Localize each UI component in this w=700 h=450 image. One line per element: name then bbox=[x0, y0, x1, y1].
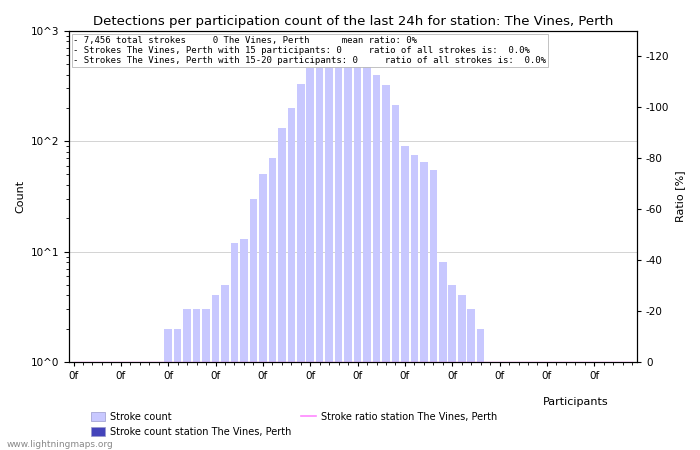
Bar bbox=[363, 66, 371, 450]
Bar bbox=[411, 155, 418, 450]
Bar bbox=[572, 362, 579, 450]
Bar bbox=[240, 239, 248, 450]
Bar bbox=[108, 362, 116, 450]
Bar bbox=[449, 285, 456, 450]
Bar bbox=[335, 49, 342, 450]
Bar bbox=[562, 362, 570, 450]
Bar bbox=[619, 362, 626, 450]
Bar bbox=[514, 362, 522, 450]
Bar bbox=[581, 362, 589, 450]
Bar bbox=[344, 54, 352, 450]
Bar bbox=[505, 362, 513, 450]
Bar bbox=[392, 105, 399, 450]
Bar bbox=[496, 362, 503, 450]
Bar bbox=[468, 309, 475, 450]
Bar bbox=[600, 362, 608, 450]
Bar bbox=[486, 362, 494, 450]
Bar bbox=[552, 362, 560, 450]
Bar bbox=[164, 328, 172, 450]
Bar bbox=[231, 243, 238, 450]
Bar bbox=[420, 162, 428, 450]
Bar bbox=[212, 296, 219, 450]
Bar bbox=[430, 170, 437, 450]
Bar bbox=[146, 362, 153, 450]
Bar bbox=[221, 285, 229, 450]
Title: Detections per participation count of the last 24h for station: The Vines, Perth: Detections per participation count of th… bbox=[92, 15, 613, 28]
Bar bbox=[401, 146, 409, 450]
Bar bbox=[193, 309, 200, 450]
Bar bbox=[382, 85, 390, 450]
Bar bbox=[326, 51, 333, 450]
Bar bbox=[354, 59, 361, 450]
Bar bbox=[155, 362, 162, 450]
Bar bbox=[477, 328, 484, 450]
Y-axis label: Ratio [%]: Ratio [%] bbox=[675, 171, 685, 222]
Bar bbox=[89, 362, 96, 450]
Bar bbox=[591, 362, 598, 450]
Legend: Stroke count, Stroke count station The Vines, Perth, Stroke ratio station The Vi: Stroke count, Stroke count station The V… bbox=[87, 408, 501, 441]
Text: Participants: Participants bbox=[543, 397, 609, 407]
Text: - 7,456 total strokes     0 The Vines, Perth      mean ratio: 0%
- Strokes The V: - 7,456 total strokes 0 The Vines, Perth… bbox=[74, 36, 546, 65]
Text: www.lightningmaps.org: www.lightningmaps.org bbox=[7, 440, 113, 449]
Bar bbox=[629, 362, 636, 450]
Bar bbox=[183, 309, 191, 450]
Bar bbox=[250, 199, 257, 450]
Bar bbox=[288, 108, 295, 450]
Bar bbox=[458, 296, 466, 450]
Bar bbox=[372, 75, 380, 450]
Bar bbox=[259, 174, 267, 450]
Bar bbox=[117, 362, 125, 450]
Bar bbox=[202, 309, 210, 450]
Bar bbox=[79, 362, 87, 450]
Bar bbox=[127, 362, 134, 450]
Bar bbox=[174, 328, 181, 450]
Bar bbox=[70, 362, 77, 450]
Bar bbox=[533, 362, 541, 450]
Bar bbox=[439, 262, 447, 450]
Bar bbox=[269, 158, 276, 450]
Bar bbox=[98, 362, 106, 450]
Bar bbox=[136, 362, 144, 450]
Bar bbox=[610, 362, 617, 450]
Bar bbox=[543, 362, 551, 450]
Bar bbox=[307, 68, 314, 450]
Bar bbox=[316, 57, 323, 450]
Bar bbox=[278, 128, 286, 450]
Y-axis label: Count: Count bbox=[15, 180, 25, 213]
Bar bbox=[297, 84, 304, 450]
Bar bbox=[524, 362, 532, 450]
